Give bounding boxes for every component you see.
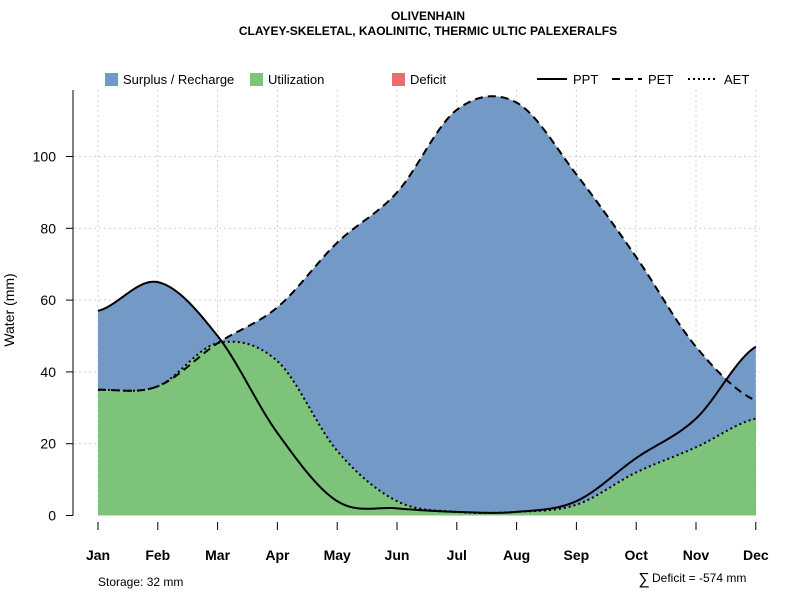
legend: Surplus / Recharge Utilization Deficit PPT P…	[105, 72, 749, 87]
utilization-area	[98, 341, 756, 516]
x-tick-label-oct: Oct	[625, 547, 649, 563]
series-line-pet	[97, 95, 757, 402]
deficit-annotation: Deficit = -574 mm	[652, 571, 746, 585]
x-tick-label-sep: Sep	[564, 547, 590, 563]
x-tick-label-jul: Jul	[447, 547, 467, 563]
x-tick-label-jan: Jan	[86, 547, 110, 563]
series-line-ppt	[97, 280, 757, 514]
legend-label: Deficit	[410, 72, 447, 87]
legend-swatch	[250, 73, 263, 86]
areas	[98, 96, 756, 516]
legend-swatch	[105, 73, 118, 86]
storage-annotation: Storage: 32 mm	[98, 575, 183, 589]
legend-label: AET	[724, 72, 749, 87]
y-tick-label: 20	[40, 436, 56, 452]
x-tick-label-dec: Dec	[743, 547, 769, 563]
x-tick-label-nov: Nov	[683, 547, 710, 563]
legend-label: Utilization	[268, 72, 324, 87]
x-tick-label-aug: Aug	[503, 547, 530, 563]
series-lines	[97, 95, 757, 515]
deficit-sum-icon: ∑	[638, 571, 649, 588]
legend-label: Surplus / Recharge	[123, 72, 234, 87]
y-tick-label: 60	[40, 292, 56, 308]
y-axis-label: Water (mm)	[1, 273, 17, 346]
y-tick-label: 100	[33, 149, 57, 165]
y-tick-label: 80	[40, 220, 56, 236]
y-tick-label: 0	[48, 508, 56, 524]
x-tick-label-feb: Feb	[145, 547, 170, 563]
x-tick-label-jun: Jun	[385, 547, 410, 563]
chart-title: OLIVENHAIN	[391, 9, 465, 23]
x-tick-label-apr: Apr	[265, 547, 290, 563]
x-tick-label-may: May	[324, 547, 351, 563]
legend-swatch	[392, 73, 405, 86]
y-tick-label: 40	[40, 364, 56, 380]
chart-subtitle: CLAYEY-SKELETAL, KAOLINITIC, THERMIC ULT…	[239, 24, 617, 38]
x-tick-label-mar: Mar	[205, 547, 230, 563]
axes: 0 20 40 60 80 100 Jan Feb Mar Apr May Jun Jul Aug Sep O…	[33, 90, 769, 563]
legend-label: PET	[648, 72, 673, 87]
legend-label: PPT	[573, 72, 598, 87]
